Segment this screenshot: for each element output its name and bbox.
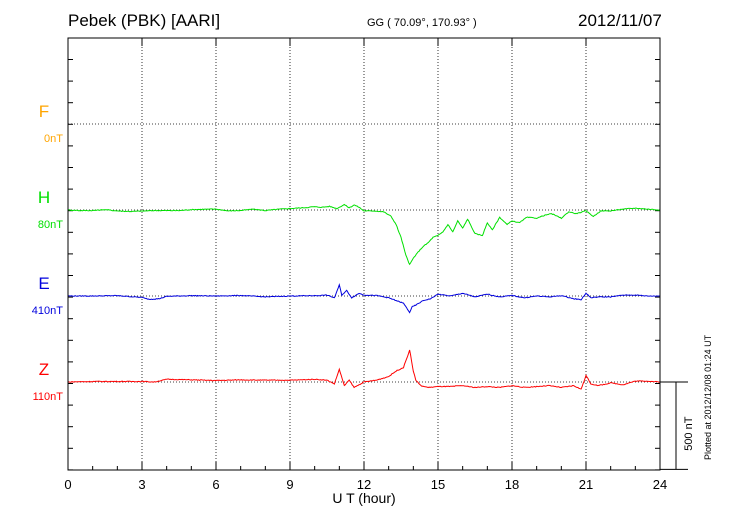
scale-bar-label: 500 nT xyxy=(683,416,695,451)
baseline-label-f: 0nT xyxy=(44,133,63,145)
baseline-label-e: 410nT xyxy=(32,305,63,317)
trace-h xyxy=(67,203,661,266)
x-tick-label: 21 xyxy=(579,477,593,492)
trace-labels: F 0nT H 80nT E 410nT Z 110nT xyxy=(32,102,63,403)
grid-lines xyxy=(68,38,660,470)
component-label-z: Z xyxy=(39,360,49,379)
trace-e xyxy=(67,283,660,314)
component-label-h: H xyxy=(38,188,50,207)
station-title: Pebek (PBK) [AARI] xyxy=(68,11,221,30)
x-tick-label: 15 xyxy=(431,477,445,492)
geographic-coordinates: GG ( 70.09°, 170.93° ) xyxy=(367,17,477,29)
plotted-timestamp: Plotted at 2012/12/08 01:24 UT xyxy=(703,334,713,460)
x-tick-label: 18 xyxy=(505,477,519,492)
baseline-label-z: 110nT xyxy=(33,391,64,403)
x-tick-label: 6 xyxy=(212,477,219,492)
plot-frame xyxy=(67,37,661,471)
x-tick-label: 24 xyxy=(653,477,667,492)
x-axis: 0 3 6 9 12 15 18 21 24 xyxy=(64,38,667,492)
x-axis-label: U T (hour) xyxy=(332,490,395,506)
component-label-f: F xyxy=(39,102,49,121)
scale-bar: 500 nT xyxy=(660,381,695,470)
component-label-e: E xyxy=(38,274,49,293)
traces xyxy=(67,203,661,390)
observation-date: 2012/11/07 xyxy=(578,11,662,30)
x-tick-label: 12 xyxy=(357,477,371,492)
baseline-label-h: 80nT xyxy=(38,219,63,231)
x-tick-label: 0 xyxy=(64,477,71,492)
trace-z xyxy=(68,349,661,390)
x-tick-label: 9 xyxy=(286,477,293,492)
x-tick-label: 3 xyxy=(138,477,145,492)
